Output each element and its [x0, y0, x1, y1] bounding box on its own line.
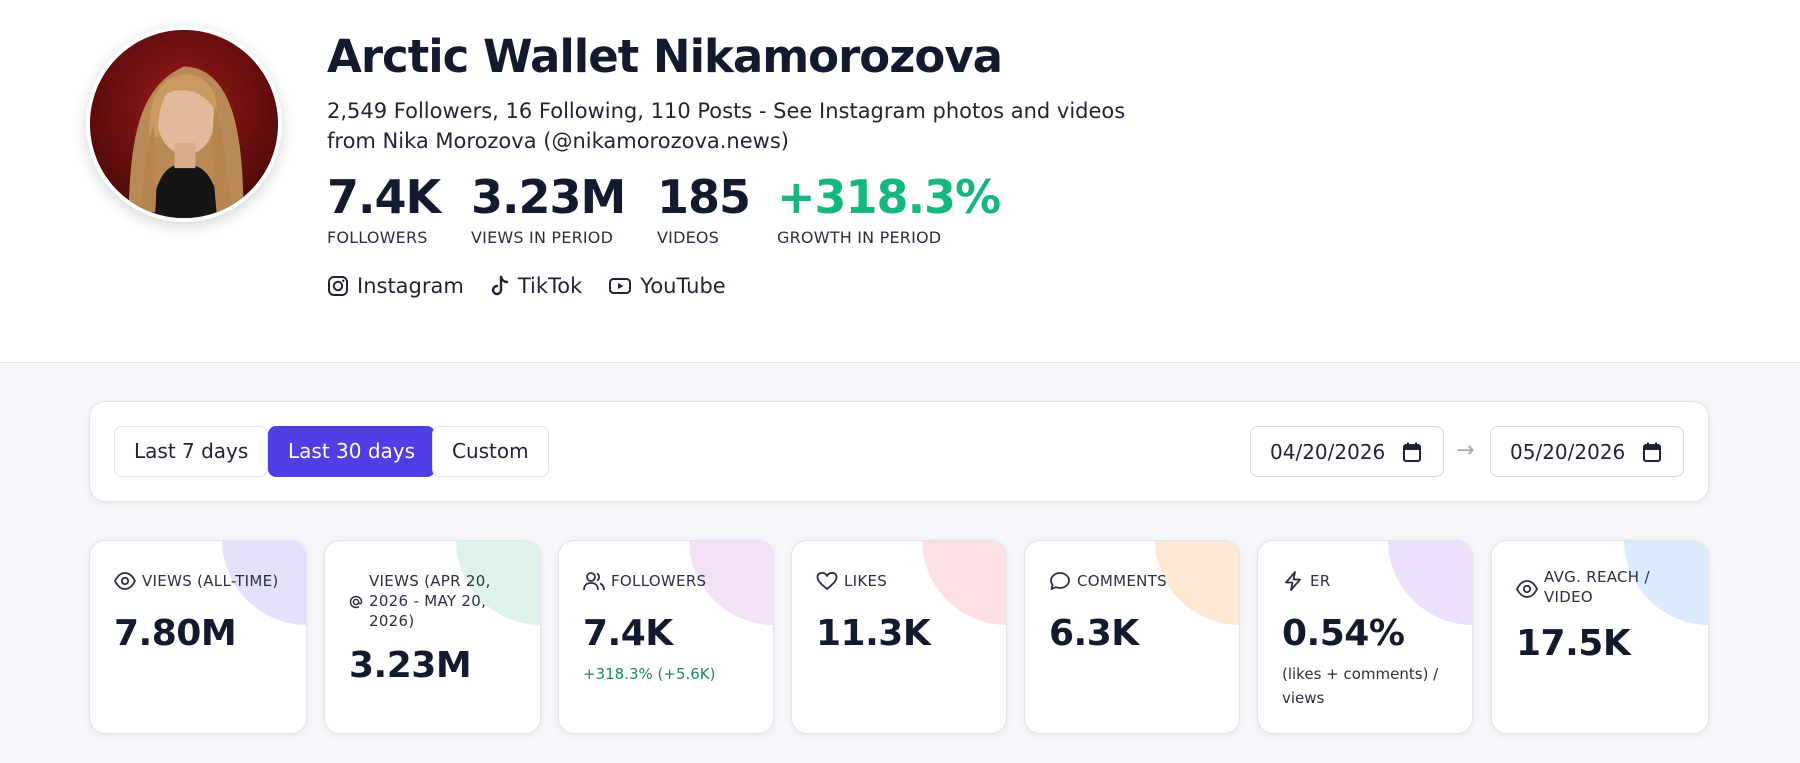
card-value: 6.3K	[1049, 613, 1139, 654]
platform-label: YouTube	[640, 274, 726, 298]
stat-value: 185	[657, 170, 751, 224]
at-icon	[349, 595, 363, 609]
eye-icon	[114, 572, 136, 590]
stat-value: +318.3%	[777, 170, 1001, 224]
stat-label: GROWTH IN PERIOD	[777, 228, 942, 247]
date-filter-bar: Last 7 days Last 30 days Custom 04/20/20…	[89, 401, 1709, 502]
card-label: VIEWS (ALL-TIME)	[114, 571, 279, 591]
card-subtext: (likes + comments) / views	[1282, 665, 1439, 707]
card-accent	[922, 541, 1006, 625]
card-label-text: VIEWS (ALL-TIME)	[142, 572, 279, 590]
card-label-text: ER	[1310, 572, 1331, 590]
heart-icon	[816, 571, 838, 590]
tiktok-icon	[491, 275, 509, 296]
card-value: 7.80M	[114, 613, 237, 654]
bolt-icon	[1285, 571, 1301, 591]
platform-link-tiktok[interactable]: TikTok	[490, 274, 582, 298]
metric-card-comments: COMMENTS 6.3K	[1024, 540, 1240, 734]
range-button-last-7-days[interactable]: Last 7 days	[114, 426, 269, 477]
card-label-text: COMMENTS	[1077, 572, 1167, 590]
platform-link-youtube[interactable]: YouTube	[608, 274, 726, 298]
stat-label: VIDEOS	[657, 228, 720, 247]
instagram-icon	[328, 276, 348, 296]
start-date-value: 04/20/2026	[1270, 439, 1386, 464]
eye-icon	[1516, 580, 1538, 598]
avatar	[86, 26, 282, 222]
profile-name: Arctic Wallet Nikamorozova	[327, 30, 1003, 83]
metric-card-er: ER 0.54% (likes + comments) / views	[1257, 540, 1473, 734]
stat-followers: 7.4K FOLLOWERS	[327, 170, 441, 247]
avatar-image	[90, 30, 278, 218]
end-date-input[interactable]: 05/20/2026	[1490, 426, 1684, 477]
metric-card-avg-reach: AVG. REACH / VIDEO 17.5K	[1491, 540, 1709, 734]
range-button-last-30-days[interactable]: Last 30 days	[268, 426, 436, 477]
stat-value: 7.4K	[327, 170, 441, 224]
card-label-text: VIEWS (APR 20, 2026 - MAY 20, 2026)	[369, 572, 491, 630]
users-icon	[583, 572, 605, 591]
stat-value: 3.23M	[471, 170, 626, 224]
range-button-custom[interactable]: Custom	[432, 426, 549, 477]
platform-label: Instagram	[357, 274, 464, 298]
card-subtext: +318.3% (+5.6K)	[583, 665, 716, 683]
calendar-icon[interactable]	[1643, 442, 1661, 462]
card-value: 3.23M	[349, 645, 472, 686]
date-range-arrow: →	[1456, 438, 1475, 463]
card-label: LIKES	[816, 571, 887, 591]
stat-growth-in-period: +318.3% GROWTH IN PERIOD	[777, 170, 1001, 247]
card-value: 0.54%	[1282, 613, 1405, 654]
card-accent	[1155, 541, 1239, 625]
card-label: AVG. REACH / VIDEO	[1516, 567, 1666, 607]
stat-label: FOLLOWERS	[327, 228, 428, 247]
profile-bio: 2,549 Followers, 16 Following, 110 Posts…	[327, 99, 1126, 153]
profile-header: Arctic Wallet Nikamorozova 2,549 Followe…	[0, 0, 1800, 363]
youtube-icon	[609, 278, 632, 294]
platform-links: Instagram TikTok YouTube	[327, 274, 726, 298]
card-label: COMMENTS	[1049, 571, 1167, 591]
card-label-text: FOLLOWERS	[611, 572, 707, 590]
metric-card-views-all-time: VIEWS (ALL-TIME) 7.80M	[89, 540, 307, 734]
card-label-text: AVG. REACH / VIDEO	[1544, 568, 1650, 606]
comment-icon	[1050, 572, 1070, 590]
end-date-value: 05/20/2026	[1510, 439, 1626, 464]
card-label: ER	[1282, 571, 1331, 591]
start-date-input[interactable]: 04/20/2026	[1250, 426, 1444, 477]
stat-views-in-period: 3.23M VIEWS IN PERIOD	[471, 170, 626, 247]
card-value: 17.5K	[1516, 623, 1631, 664]
metric-card-likes: LIKES 11.3K	[791, 540, 1007, 734]
stat-label: VIEWS IN PERIOD	[471, 228, 614, 247]
calendar-icon[interactable]	[1403, 442, 1421, 462]
metric-card-followers: FOLLOWERS 7.4K +318.3% (+5.6K)	[558, 540, 774, 734]
stat-videos: 185 VIDEOS	[657, 170, 751, 247]
metric-card-views-period: VIEWS (APR 20, 2026 - MAY 20, 2026) 3.23…	[324, 540, 541, 734]
card-value: 11.3K	[816, 613, 931, 654]
card-label: FOLLOWERS	[583, 571, 706, 591]
card-label-text: LIKES	[844, 572, 888, 590]
platform-label: TikTok	[517, 274, 583, 298]
card-label: VIEWS (APR 20, 2026 - MAY 20, 2026)	[349, 571, 499, 631]
card-value: 7.4K	[583, 613, 673, 654]
platform-link-instagram[interactable]: Instagram	[327, 274, 464, 298]
